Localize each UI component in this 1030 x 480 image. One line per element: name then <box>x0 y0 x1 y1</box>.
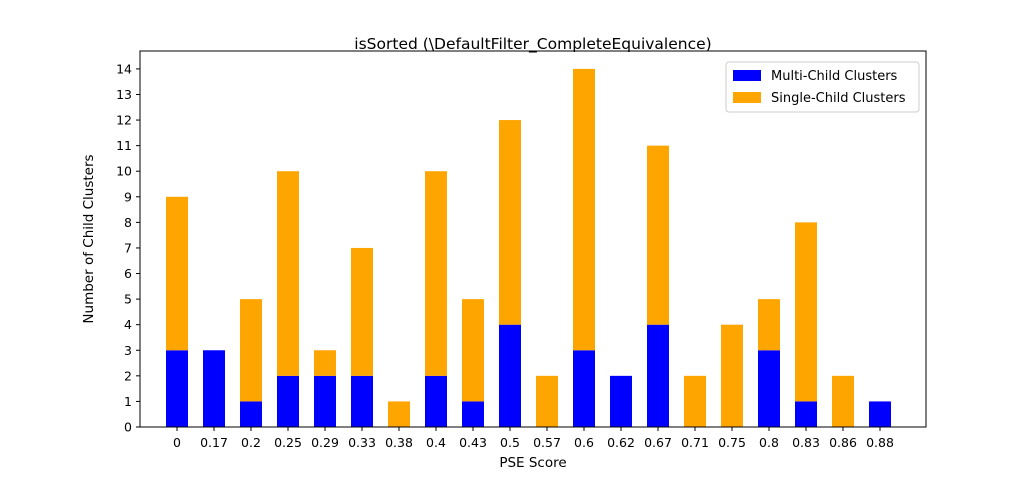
bar-multi-child-16 <box>758 350 780 427</box>
x-tick-label: 0.57 <box>533 435 561 450</box>
x-tick-label: 0.38 <box>385 435 413 450</box>
bar-multi-child-13 <box>647 324 669 427</box>
y-tick-label: 12 <box>116 113 132 128</box>
x-tick-label: 0.83 <box>792 435 820 450</box>
plot-frame <box>139 50 927 428</box>
y-tick-label: 7 <box>124 240 132 255</box>
x-tick-label: 0.86 <box>829 435 857 450</box>
x-tick-label: 0.67 <box>644 435 672 450</box>
x-tick-label: 0.62 <box>607 435 635 450</box>
bar-single-child-15 <box>721 324 743 427</box>
bar-multi-child-17 <box>795 401 817 427</box>
bar-multi-child-1 <box>203 350 225 427</box>
bar-multi-child-5 <box>351 375 373 427</box>
bar-multi-child-7 <box>425 375 447 427</box>
legend-swatch-single-child <box>733 92 761 103</box>
y-tick-label: 6 <box>124 266 132 281</box>
y-tick-label: 1 <box>124 394 132 409</box>
y-tick-label: 2 <box>124 368 132 383</box>
bar-single-child-0 <box>166 196 188 351</box>
x-tick-label: 0.75 <box>718 435 746 450</box>
bar-multi-child-2 <box>240 401 262 427</box>
bars-layer <box>166 68 891 427</box>
x-tick-label: 0.25 <box>274 435 302 450</box>
bar-multi-child-8 <box>462 401 484 427</box>
y-tick-label: 0 <box>124 420 132 435</box>
chart-title: isSorted (\DefaultFilter_CompleteEquival… <box>354 35 711 54</box>
x-tick-label: 0.71 <box>681 435 709 450</box>
bar-single-child-17 <box>795 222 817 402</box>
bar-single-child-11 <box>573 68 595 351</box>
bar-single-child-16 <box>758 299 780 351</box>
bar-single-child-3 <box>277 171 299 376</box>
x-tick-label: 0 <box>173 435 181 450</box>
y-tick-label: 4 <box>124 317 132 332</box>
bar-multi-child-11 <box>573 350 595 427</box>
legend-swatch-multi-child <box>733 70 761 81</box>
bar-single-child-4 <box>314 350 336 376</box>
bar-single-child-13 <box>647 145 669 325</box>
bar-single-child-18 <box>832 375 854 427</box>
y-tick-label: 3 <box>124 343 132 358</box>
legend-box <box>725 61 920 113</box>
bar-single-child-5 <box>351 247 373 376</box>
bar-single-child-10 <box>536 375 558 427</box>
bar-single-child-2 <box>240 299 262 402</box>
x-tick-label: 0.17 <box>200 435 228 450</box>
bar-multi-child-3 <box>277 375 299 427</box>
y-tick-label: 5 <box>124 292 132 307</box>
bar-single-child-6 <box>388 401 410 427</box>
x-axis-label: PSE Score <box>499 455 566 471</box>
y-tick-label: 14 <box>116 61 132 76</box>
bar-single-child-14 <box>684 375 706 427</box>
y-tick-label: 10 <box>116 164 132 179</box>
bar-single-child-9 <box>499 120 521 325</box>
bar-multi-child-4 <box>314 375 336 427</box>
x-tick-label: 0.88 <box>866 435 894 450</box>
x-tick-label: 0.29 <box>311 435 339 450</box>
x-tick-label: 0.8 <box>759 435 779 450</box>
bar-multi-child-19 <box>869 401 891 427</box>
bar-single-child-7 <box>425 171 447 376</box>
legend: Multi-Child Clusters Single-Child Cluste… <box>725 61 920 113</box>
x-tick-label: 0.2 <box>241 435 261 450</box>
x-tick-label: 0.5 <box>500 435 520 450</box>
y-tick-label: 11 <box>116 138 132 153</box>
x-tick-label: 0.33 <box>348 435 376 450</box>
legend-label-single-child: Single-Child Clusters <box>771 91 906 106</box>
y-axis-label: Number of Child Clusters <box>81 154 97 323</box>
x-tick-label: 0.4 <box>426 435 446 450</box>
y-tick-label: 13 <box>116 87 132 102</box>
legend-label-multi-child: Multi-Child Clusters <box>771 69 898 84</box>
bar-multi-child-0 <box>166 350 188 427</box>
x-tick-label: 0.6 <box>574 435 594 450</box>
bar-single-child-8 <box>462 299 484 402</box>
x-tick-label: 0.43 <box>459 435 487 450</box>
bar-multi-child-12 <box>610 375 632 427</box>
y-tick-label: 8 <box>124 215 132 230</box>
y-tick-label: 9 <box>124 189 132 204</box>
x-axis: 0 0.17 0.2 0.25 0.29 0.33 0.38 0.4 0.43 0.5 0.57 0.… <box>173 427 894 450</box>
bar-multi-child-9 <box>499 324 521 427</box>
